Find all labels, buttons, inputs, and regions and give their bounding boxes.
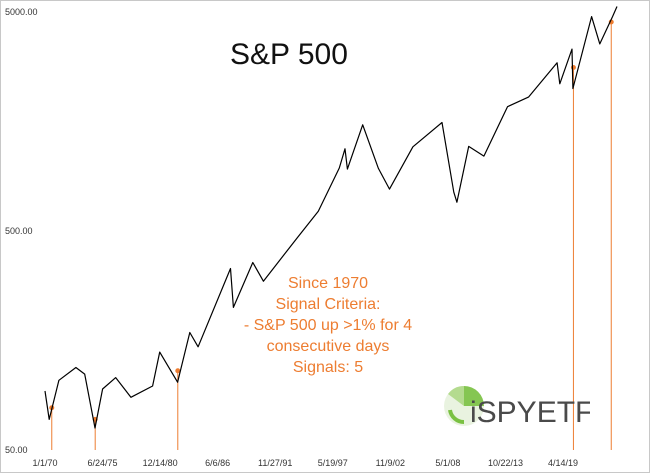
annotation-line-3: - S&P 500 up >1% for 4 bbox=[243, 317, 413, 334]
annotation-line-1: Since 1970 bbox=[287, 275, 369, 292]
signal-point bbox=[175, 368, 181, 374]
signal-annotation: Since 1970 Signal Criteria: - S&P 500 up… bbox=[228, 273, 428, 378]
y-tick-label: 500.00 bbox=[5, 226, 33, 236]
x-tick-label: 11/9/02 bbox=[376, 458, 405, 468]
signal-point bbox=[570, 64, 576, 70]
x-tick-label: 4/14/19 bbox=[548, 458, 578, 468]
x-tick-label: 12/14/80 bbox=[143, 458, 178, 468]
x-axis: 1/1/70 6/24/75 12/14/80 6/6/86 11/27/91 5/19/… bbox=[32, 458, 578, 468]
series-layer bbox=[44, 6, 618, 429]
annotation-line-4: consecutive days bbox=[266, 338, 390, 355]
x-tick-label: 6/24/75 bbox=[88, 458, 118, 468]
logo-mark-icon bbox=[444, 386, 484, 426]
sp500-line bbox=[44, 6, 618, 429]
x-tick-label: 1/1/70 bbox=[32, 458, 57, 468]
chart-title: S&P 500 bbox=[230, 38, 348, 71]
x-tick-label: 10/22/13 bbox=[488, 458, 523, 468]
x-tick-label: 5/1/08 bbox=[435, 458, 460, 468]
y-tick-label: 50.00 bbox=[5, 445, 28, 455]
annotation-line-2: Signal Criteria: bbox=[275, 296, 381, 313]
ispyetf-logo: iSPYETF bbox=[444, 386, 590, 429]
x-tick-label: 11/27/91 bbox=[258, 458, 292, 468]
x-tick-label: 5/19/97 bbox=[318, 458, 348, 468]
y-tick-label: 5000.00 bbox=[5, 7, 38, 17]
logo-wordmark: iSPYETF bbox=[470, 396, 590, 429]
annotation-line-5: Signals: 5 bbox=[292, 359, 364, 376]
y-axis: 50.00 500.00 5000.00 bbox=[5, 7, 38, 455]
x-tick-label: 6/6/86 bbox=[205, 458, 230, 468]
